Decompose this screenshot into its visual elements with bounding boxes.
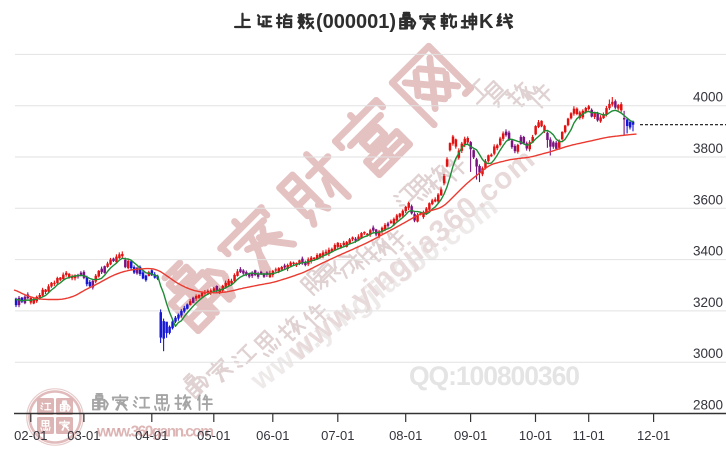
svg-text:04-01: 04-01 <box>135 428 168 443</box>
svg-text:09-01: 09-01 <box>454 428 487 443</box>
svg-text:(000001): (000001) <box>316 11 396 33</box>
svg-text:10-01: 10-01 <box>519 428 552 443</box>
svg-text:05-01: 05-01 <box>197 428 230 443</box>
svg-text:03-01: 03-01 <box>67 428 100 443</box>
svg-text:QQ:100800360: QQ:100800360 <box>409 361 580 391</box>
svg-text:06-01: 06-01 <box>256 428 289 443</box>
svg-text:08-01: 08-01 <box>389 428 422 443</box>
svg-text:3800: 3800 <box>693 141 723 156</box>
svg-text:02-01: 02-01 <box>14 428 47 443</box>
svg-text:11-01: 11-01 <box>573 428 605 443</box>
svg-text:12-01: 12-01 <box>637 428 670 443</box>
svg-text:4000: 4000 <box>693 90 723 105</box>
svg-text:2800: 2800 <box>693 398 723 413</box>
svg-text:3200: 3200 <box>693 295 723 310</box>
svg-text:3000: 3000 <box>693 346 723 361</box>
svg-text:3400: 3400 <box>693 244 723 259</box>
svg-text:K: K <box>479 11 494 33</box>
svg-text:07-01: 07-01 <box>321 428 354 443</box>
svg-text:3600: 3600 <box>693 192 723 207</box>
